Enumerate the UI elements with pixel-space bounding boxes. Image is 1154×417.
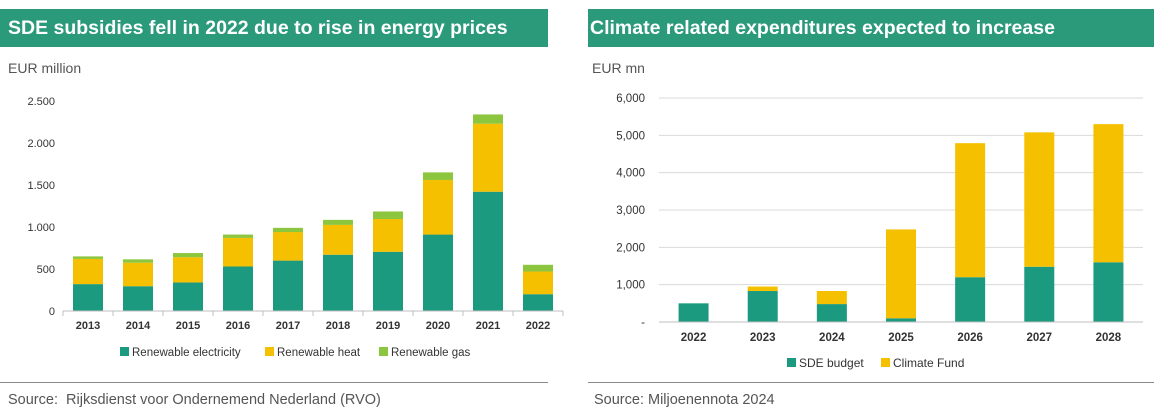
left-bar-renewable-electricity [223, 266, 253, 311]
right-source: Source: Miljoenennota 2024 [594, 392, 775, 408]
left-legend-swatch [379, 347, 388, 356]
right-x-tick-label: 2028 [1096, 332, 1122, 344]
right-x-tick-label: 2027 [1026, 332, 1052, 344]
left-bar-renewable-electricity [123, 286, 153, 311]
right-bar-sde-budget [678, 303, 709, 322]
right-x-tick-label: 2022 [681, 332, 707, 344]
left-legend-label: Renewable heat [277, 347, 361, 359]
right-unit-label: EUR mn [592, 60, 645, 76]
left-bar-renewable-gas [473, 114, 503, 124]
right-bar-sde-budget [886, 318, 916, 322]
left-bar-renewable-heat [273, 232, 303, 261]
right-legend-label: Climate Fund [893, 356, 964, 370]
left-source: Source: Rijksdienst voor Ondernemend Ned… [8, 392, 381, 408]
right-bar-climate-fund [886, 229, 916, 319]
left-bar-renewable-heat [223, 237, 253, 267]
right-chart-title: Climate related expenditures expected to… [588, 9, 1154, 47]
left-chart-title: SDE subsidies fell in 2022 due to rise i… [0, 9, 548, 47]
left-y-tick-label: 2.000 [27, 138, 55, 150]
right-x-tick-label: 2025 [888, 332, 914, 344]
right-bar-sde-budget [816, 304, 847, 322]
right-source-divider [588, 382, 1154, 383]
right-y-tick-label: - [641, 317, 645, 329]
right-y-tick-label: 6,000 [616, 93, 645, 105]
left-legend-label: Renewable electricity [132, 347, 241, 359]
left-x-tick-label: 2017 [276, 320, 300, 332]
right-bar-climate-fund [816, 291, 847, 305]
left-bar-renewable-gas [223, 234, 253, 238]
left-x-tick-label: 2020 [426, 320, 450, 332]
left-bar-renewable-electricity [273, 260, 303, 311]
left-bar-renewable-electricity [373, 251, 403, 311]
left-legend-swatch [120, 347, 129, 356]
left-bar-renewable-electricity [173, 282, 203, 311]
right-bar-climate-fund [1093, 124, 1124, 263]
left-bar-renewable-electricity [73, 284, 103, 311]
left-x-tick-label: 2016 [226, 320, 250, 332]
left-bar-renewable-gas [273, 227, 303, 233]
left-y-tick-label: 1.000 [27, 222, 55, 234]
left-bar-renewable-gas [323, 219, 353, 225]
left-x-tick-label: 2014 [126, 320, 151, 332]
right-bar-chart: - 1,000 2,000 3,000 4,000 5,000 6,000 2022 2023 2… [616, 93, 1143, 370]
left-bar-renewable-gas [373, 211, 403, 220]
left-chart-panel: SDE subsidies fell in 2022 due to rise i… [0, 0, 572, 417]
right-y-tick-label: 2,000 [616, 242, 645, 254]
left-x-tick-label: 2018 [326, 320, 350, 332]
left-bar-renewable-gas [123, 259, 153, 263]
left-bar-renewable-gas [523, 264, 553, 272]
left-bar-renewable-electricity [523, 294, 553, 311]
right-bar-climate-fund [747, 286, 778, 292]
left-bar-renewable-heat [73, 258, 103, 285]
right-legend-swatch [881, 358, 890, 367]
right-y-tick-label: 1,000 [616, 280, 645, 292]
right-bar-climate-fund [955, 143, 986, 278]
left-bar-renewable-heat [323, 224, 353, 255]
left-bar-renewable-heat [423, 179, 453, 235]
left-x-tick-label: 2022 [526, 320, 550, 332]
left-bar-renewable-heat [373, 219, 403, 252]
left-bar-renewable-gas [173, 253, 203, 258]
right-legend-swatch [787, 358, 796, 367]
left-bar-renewable-heat [173, 257, 203, 283]
left-x-tick-label: 2013 [76, 320, 100, 332]
left-y-tick-label: 2.500 [27, 96, 55, 108]
left-bar-renewable-heat [123, 262, 153, 287]
right-x-tick-label: 2026 [957, 332, 983, 344]
left-y-tick-label: 500 [37, 264, 55, 276]
left-source-divider [0, 382, 548, 383]
left-y-tick-label: 1.500 [27, 180, 55, 192]
right-bar-sde-budget [1093, 262, 1124, 322]
left-bar-renewable-heat [523, 271, 553, 295]
right-bar-sde-budget [1024, 266, 1055, 322]
right-x-tick-label: 2024 [819, 332, 845, 344]
right-y-tick-label: 4,000 [616, 168, 645, 180]
left-unit-label: EUR million [8, 60, 82, 76]
left-x-tick-label: 2021 [476, 320, 500, 332]
right-chart-panel: Climate related expenditures expected to… [588, 0, 1154, 417]
left-x-tick-label: 2019 [376, 320, 400, 332]
right-bar-sde-budget [747, 291, 778, 322]
right-y-tick-label: 5,000 [616, 130, 645, 142]
left-bar-renewable-heat [473, 123, 503, 192]
left-bar-renewable-gas [423, 172, 453, 180]
left-bar-chart: 0 500 1.000 1.500 2.000 2.500 2013 2014 2015 2016… [27, 96, 564, 359]
left-bar-renewable-electricity [323, 254, 353, 311]
left-legend-label: Renewable gas [391, 347, 471, 359]
right-y-tick-label: 3,000 [616, 205, 645, 217]
right-legend-label: SDE budget [799, 356, 864, 370]
left-bar-renewable-electricity [473, 191, 503, 311]
right-bar-sde-budget [955, 277, 986, 322]
left-x-tick-label: 2015 [176, 320, 200, 332]
left-legend-swatch [265, 347, 274, 356]
left-bar-renewable-gas [73, 256, 103, 259]
right-x-tick-label: 2023 [750, 332, 776, 344]
left-y-tick-label: 0 [49, 306, 55, 318]
right-bar-climate-fund [1024, 132, 1055, 267]
left-bar-renewable-electricity [423, 234, 453, 311]
